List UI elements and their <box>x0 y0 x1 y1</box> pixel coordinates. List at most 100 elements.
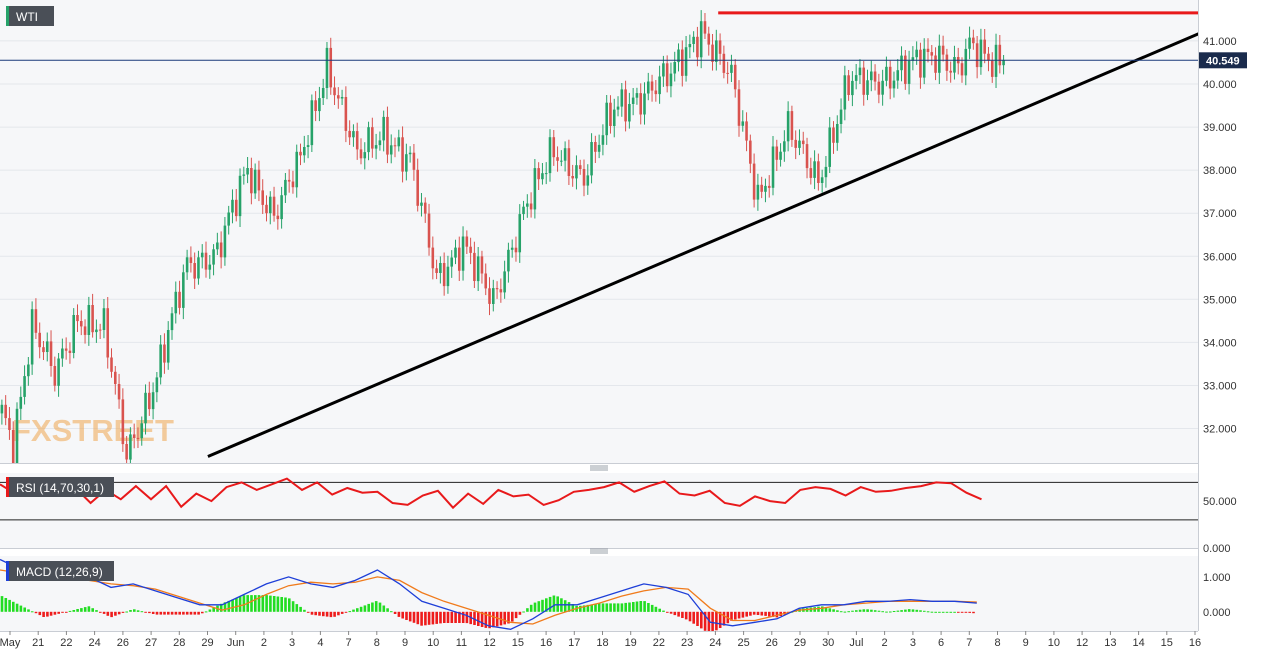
macd-histogram-bar <box>514 611 518 619</box>
macd-histogram-bar <box>295 604 299 612</box>
price-pane[interactable] <box>0 0 1198 463</box>
candle-body <box>900 55 903 71</box>
macd-histogram-bar <box>752 611 756 615</box>
macd-histogram-bar <box>140 611 144 613</box>
candle-body <box>329 47 333 88</box>
candle-body <box>877 81 881 95</box>
macd-pane[interactable] <box>0 556 1198 631</box>
candle-body <box>439 263 442 273</box>
candle-body <box>132 434 136 438</box>
candle-body <box>219 242 223 258</box>
candle-body <box>117 384 121 400</box>
candle-body <box>352 131 355 138</box>
pane-resize-handle[interactable] <box>590 548 608 554</box>
last-price-badge[interactable]: 40.549 <box>1199 52 1247 69</box>
macd-histogram-bar <box>552 595 556 612</box>
candle-body <box>684 47 688 76</box>
candle-body <box>662 63 665 77</box>
macd-histogram-bar <box>288 598 291 612</box>
ascending-trendline[interactable] <box>207 13 1248 458</box>
macd-histogram-bar <box>919 610 922 612</box>
candle-body <box>412 152 416 170</box>
macd-histogram-bar <box>613 603 616 612</box>
macd-histogram-bar <box>855 610 858 612</box>
macd-histogram-bar <box>76 609 79 612</box>
rsi-title: RSI (14,70,30,1) <box>16 481 104 495</box>
candle-body <box>435 268 438 273</box>
macd-histogram-bar <box>208 609 212 612</box>
candle-body <box>480 256 484 274</box>
macd-histogram-bar <box>764 611 767 616</box>
rsi-tick-label: 0.000 <box>1203 543 1231 555</box>
x-axis-label: 15 <box>1161 637 1173 649</box>
macd-histogram-bar <box>148 611 151 614</box>
candle-body <box>246 168 249 175</box>
x-axis-label: 8 <box>374 637 380 649</box>
candle-body <box>907 60 911 84</box>
macd-line <box>0 558 977 630</box>
macd-histogram-bar <box>926 611 930 613</box>
candle-body <box>53 366 57 386</box>
rsi-pane[interactable] <box>0 473 1198 548</box>
candle-body <box>272 196 276 216</box>
macd-histogram-bar <box>541 599 544 612</box>
candle-body <box>764 185 767 192</box>
candle-body <box>938 45 941 73</box>
candle-body <box>42 347 45 353</box>
macd-label[interactable]: MACD (12,26,9) <box>6 561 114 581</box>
candle-body <box>457 247 461 271</box>
candle-body <box>212 249 215 265</box>
symbol-label[interactable]: WTI <box>6 6 54 26</box>
candle-body <box>677 49 680 63</box>
macd-histogram-bar <box>692 611 695 624</box>
macd-histogram-bar <box>567 602 571 612</box>
macd-histogram-bar <box>768 611 771 617</box>
candle-body <box>790 111 794 140</box>
candle-body <box>578 165 582 169</box>
candle-body <box>348 130 351 138</box>
macd-histogram-bar <box>866 609 869 612</box>
macd-histogram-bar <box>431 611 435 625</box>
candle-body <box>828 127 831 167</box>
macd-histogram-bar <box>889 611 892 613</box>
pane-resize-handle[interactable] <box>590 465 608 471</box>
macd-histogram-bar <box>673 611 677 616</box>
x-axis-label: 17 <box>568 637 580 649</box>
price-tick-label: 40.000 <box>1203 79 1237 91</box>
candle-body <box>741 121 745 126</box>
macd-histogram-bar <box>953 611 956 613</box>
candle-body <box>503 271 506 293</box>
macd-histogram-bar <box>654 606 658 612</box>
macd-histogram-bar <box>189 611 193 615</box>
macd-histogram-bar <box>235 598 238 612</box>
candle-body <box>242 174 246 176</box>
candle-body <box>355 131 359 150</box>
x-axis-label: 10 <box>427 637 439 649</box>
macd-histogram-bar <box>374 601 378 612</box>
candle-body <box>767 185 771 188</box>
x-axis-label: 28 <box>173 637 185 649</box>
rsi-label[interactable]: RSI (14,70,30,1) <box>6 477 114 497</box>
candle-body <box>941 45 945 55</box>
macd-histogram-bar <box>129 610 132 612</box>
macd-histogram-bar <box>632 602 635 612</box>
x-axis-label: 12 <box>1076 637 1088 649</box>
candle-body <box>801 140 805 145</box>
macd-histogram-bar <box>329 611 333 618</box>
macd-histogram-bar <box>170 611 174 615</box>
macd-histogram-bar <box>325 611 329 617</box>
macd-histogram-bar <box>182 611 185 615</box>
macd-histogram-bar <box>61 611 64 613</box>
macd-histogram-bar <box>923 610 926 612</box>
macd-histogram-bar <box>821 606 824 612</box>
candle-body <box>745 121 748 141</box>
candle-body <box>27 364 30 377</box>
macd-histogram-bar <box>378 602 382 612</box>
candle-body <box>510 247 514 250</box>
candle-body <box>703 21 707 34</box>
x-axis-label: 10 <box>1048 637 1060 649</box>
price-tick-label: 34.000 <box>1203 337 1237 349</box>
candle-body <box>359 149 363 159</box>
macd-histogram-bar <box>333 611 336 617</box>
macd-histogram-bar <box>461 611 465 623</box>
